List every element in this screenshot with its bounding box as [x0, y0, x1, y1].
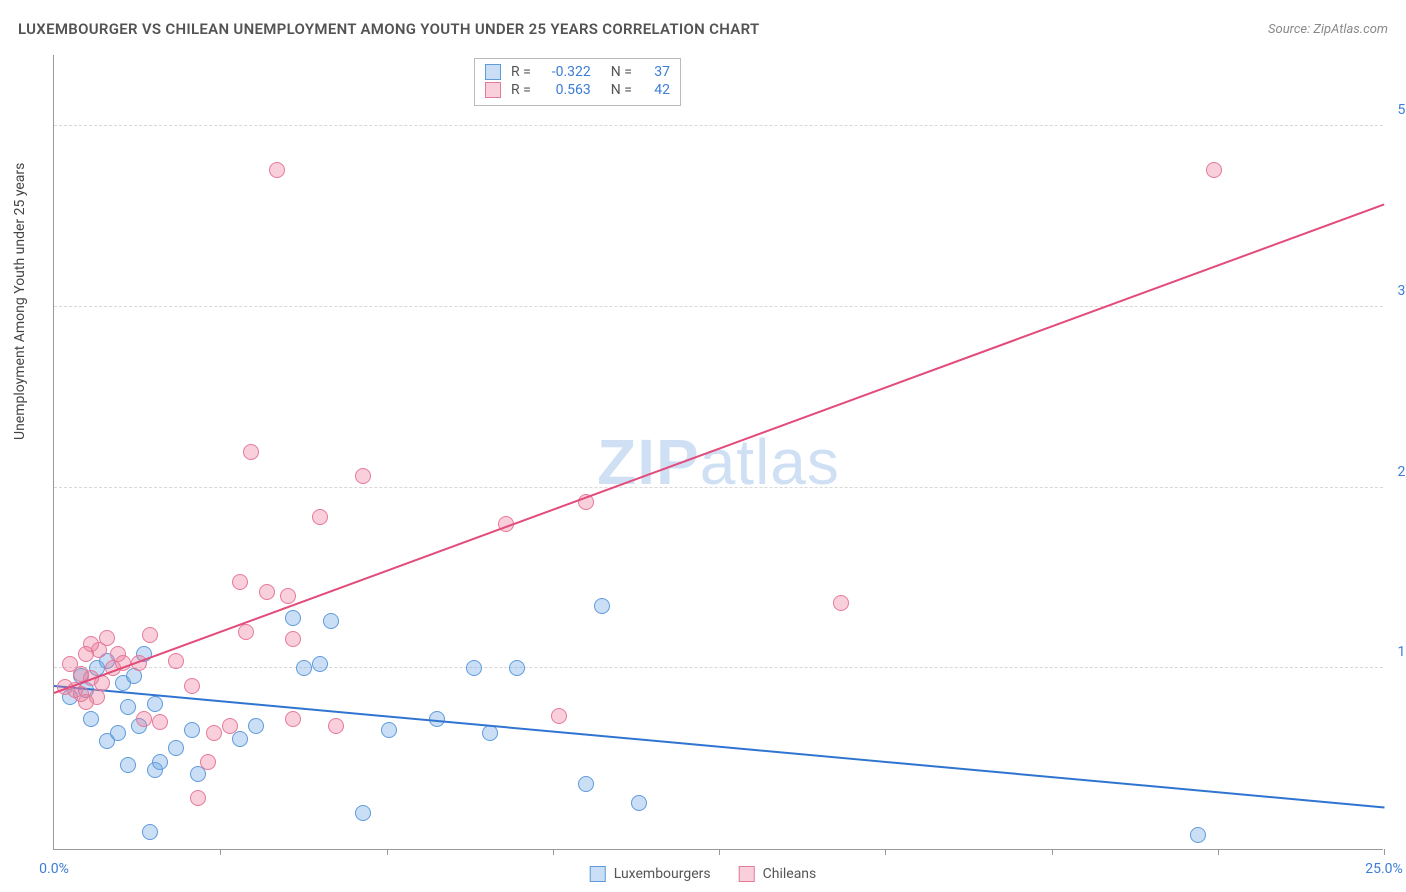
data-point: [142, 824, 158, 840]
data-point: [142, 627, 158, 643]
stat-r-value: -0.322: [541, 64, 591, 80]
data-point: [328, 718, 344, 734]
data-point: [285, 631, 301, 647]
data-point: [89, 689, 105, 705]
data-point: [381, 722, 397, 738]
gridline: [54, 125, 1383, 126]
data-point: [285, 610, 301, 626]
ytick-label: 50.0%: [1385, 102, 1406, 118]
data-point: [168, 653, 184, 669]
data-point: [136, 711, 152, 727]
xtick: [1384, 849, 1385, 855]
xtick: [719, 849, 720, 855]
stat-r-label: R =: [511, 82, 531, 98]
data-point: [1190, 827, 1206, 843]
stat-r-value: 0.563: [541, 82, 591, 98]
legend-swatch: [590, 866, 606, 882]
stat-n-value: 37: [642, 64, 670, 80]
stat-n-label: N =: [611, 64, 632, 80]
data-point: [200, 754, 216, 770]
data-point: [184, 722, 200, 738]
data-point: [206, 725, 222, 741]
data-point: [594, 598, 610, 614]
data-point: [259, 584, 275, 600]
data-point: [466, 660, 482, 676]
stat-r-label: R =: [511, 64, 531, 80]
data-point: [833, 595, 849, 611]
scatter-chart: ZIPatlas R =-0.322N =37R =0.563N =42 12.…: [53, 55, 1383, 850]
gridline: [54, 306, 1383, 307]
data-point: [269, 162, 285, 178]
xtick-label: 0.0%: [39, 861, 69, 877]
data-point: [248, 718, 264, 734]
data-point: [152, 754, 168, 770]
data-point: [578, 776, 594, 792]
series-legend: Luxembourgers Chileans: [590, 866, 817, 882]
gridline: [54, 487, 1383, 488]
data-point: [110, 725, 126, 741]
data-point: [355, 468, 371, 484]
data-point: [147, 696, 163, 712]
data-point: [482, 725, 498, 741]
legend-label: Luxembourgers: [614, 866, 711, 882]
data-point: [120, 699, 136, 715]
ytick-label: 37.5%: [1385, 283, 1406, 299]
data-point: [232, 731, 248, 747]
xtick: [1052, 849, 1053, 855]
data-point: [120, 757, 136, 773]
data-point: [184, 678, 200, 694]
data-point: [296, 660, 312, 676]
xtick: [885, 849, 886, 855]
data-point: [152, 714, 168, 730]
data-point: [312, 656, 328, 672]
data-point: [222, 718, 238, 734]
data-point: [238, 624, 254, 640]
legend-item: Luxembourgers: [590, 866, 711, 882]
ytick-label: 25.0%: [1385, 464, 1406, 480]
stats-row: R = 0.563 N = 42: [485, 81, 670, 99]
xtick-label: 25.0%: [1365, 861, 1403, 877]
data-point: [551, 708, 567, 724]
legend-swatch: [485, 82, 501, 98]
data-point: [631, 795, 647, 811]
data-point: [355, 805, 371, 821]
data-point: [323, 613, 339, 629]
data-point: [168, 740, 184, 756]
y-axis-label: Unemployment Among Youth under 25 years: [12, 163, 28, 440]
trendline: [54, 685, 1384, 808]
data-point: [509, 660, 525, 676]
legend-swatch: [739, 866, 755, 882]
stats-legend: R = -0.322 N = 37 R = 0.563 N = 42: [474, 58, 681, 106]
data-point: [99, 630, 115, 646]
data-point: [285, 711, 301, 727]
legend-swatch: [485, 64, 501, 80]
xtick: [1218, 849, 1219, 855]
data-point: [83, 711, 99, 727]
data-point: [312, 509, 328, 525]
data-point: [190, 790, 206, 806]
watermark: ZIPatlas: [597, 425, 840, 499]
stats-row: R = -0.322 N = 37: [485, 63, 670, 81]
stat-n-label: N =: [611, 82, 632, 98]
data-point: [1206, 162, 1222, 178]
legend-label: Chileans: [763, 866, 817, 882]
source-label: Source: ZipAtlas.com: [1268, 22, 1388, 37]
data-point: [232, 574, 248, 590]
ytick-label: 12.5%: [1385, 644, 1406, 660]
xtick: [387, 849, 388, 855]
legend-item: Chileans: [739, 866, 817, 882]
gridline: [54, 667, 1383, 668]
xtick: [553, 849, 554, 855]
data-point: [280, 588, 296, 604]
data-point: [243, 444, 259, 460]
stat-n-value: 42: [642, 82, 670, 98]
chart-title: LUXEMBOURGER VS CHILEAN UNEMPLOYMENT AMO…: [18, 20, 759, 38]
xtick: [220, 849, 221, 855]
